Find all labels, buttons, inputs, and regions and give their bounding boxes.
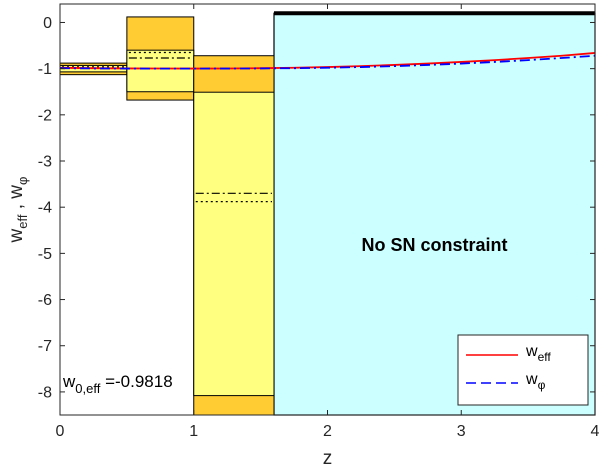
y-tick-label: -3 [38,154,52,171]
w0-annotation-main: w [62,372,76,391]
x-tick-label: 3 [457,423,466,440]
x-tick-label: 0 [56,423,65,440]
legend-label-w-eff-main: w [525,343,538,360]
w0-annotation-sub: 0,eff [75,381,100,396]
legend-label-w-phi-main: w [525,371,538,388]
x-tick-label: 1 [189,423,198,440]
y-axis-title-sub2: φ [15,177,30,185]
legend-label-w-phi-sub: φ [538,378,546,392]
y-axis-title: weff , wφ [6,177,30,244]
y-tick-label: -7 [38,338,52,355]
y-tick-label: -5 [38,246,52,263]
legend-label-w-eff-sub: eff [538,350,552,364]
y-axis-title-sep: , [6,199,27,215]
y-tick-label: -8 [38,384,52,401]
legend: weff wφ [457,334,589,406]
y-axis-title-w1: w [6,228,27,243]
y-tick-label: -6 [38,292,52,309]
y-tick-label: 0 [43,15,52,32]
plot-area [59,11,596,416]
no-sn-annotation: No SN constraint [361,235,507,255]
x-tick-label: 2 [323,423,332,440]
series-w-phi-line [59,54,596,70]
legend-box [457,334,589,406]
w0-annotation-value: =-0.9818 [100,372,172,391]
y-axis-title-sub1: eff [15,214,30,229]
y-axis-title-w2: w [6,185,27,200]
y-tick-label: -4 [38,200,52,217]
legend-label-w-eff: weff [525,343,551,364]
bin-1-inner-band [126,49,195,93]
y-tick-label: -1 [38,61,52,78]
axis-ticks: 0 1 2 3 4 0 -1 -2 -3 -4 -5 -6 -7 -8 [38,4,600,440]
y-tick-label: -2 [38,107,52,124]
w0-annotation: w0,eff =-0.9818 [62,372,173,396]
bin-2-inner-band [193,91,275,397]
x-axis-title: z [323,448,333,469]
x-tick-label: 4 [591,423,600,440]
legend-label-w-phi: wφ [525,371,546,392]
